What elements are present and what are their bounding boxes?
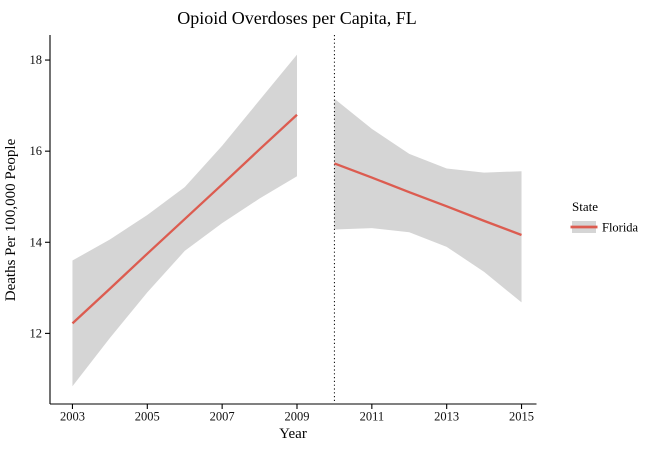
x-axis-title: Year xyxy=(279,426,307,442)
trend-line-1 xyxy=(334,162,522,237)
x-tick-label: 2005 xyxy=(135,410,160,424)
x-tick-label: 2011 xyxy=(360,410,385,424)
plot-layers: 12 14 16 18 2003 2005 2007 2009 2011 2013 2015 xyxy=(30,35,537,424)
x-tick-label: 2003 xyxy=(60,410,85,424)
trend-line-0 xyxy=(71,113,298,325)
legend-title: State xyxy=(572,199,598,214)
y-tick-label: 16 xyxy=(30,144,43,158)
legend: State Florida xyxy=(570,199,639,235)
x-tick-label: 2007 xyxy=(210,410,235,424)
chart-title: Opioid Overdoses per Capita, FL xyxy=(177,8,416,28)
x-tick-label: 2009 xyxy=(284,410,309,424)
confidence-ribbon-1 xyxy=(334,98,522,303)
x-tick-label: 2013 xyxy=(434,410,459,424)
y-axis-title: Deaths Per 100,000 People xyxy=(3,138,19,301)
x-tick-label: 2015 xyxy=(509,410,534,424)
y-tick-label: 12 xyxy=(30,326,43,340)
legend-item-florida: Florida xyxy=(570,221,639,235)
legend-item-label: Florida xyxy=(602,221,639,235)
y-tick-label: 14 xyxy=(30,235,43,249)
y-tick-label: 18 xyxy=(30,53,43,67)
